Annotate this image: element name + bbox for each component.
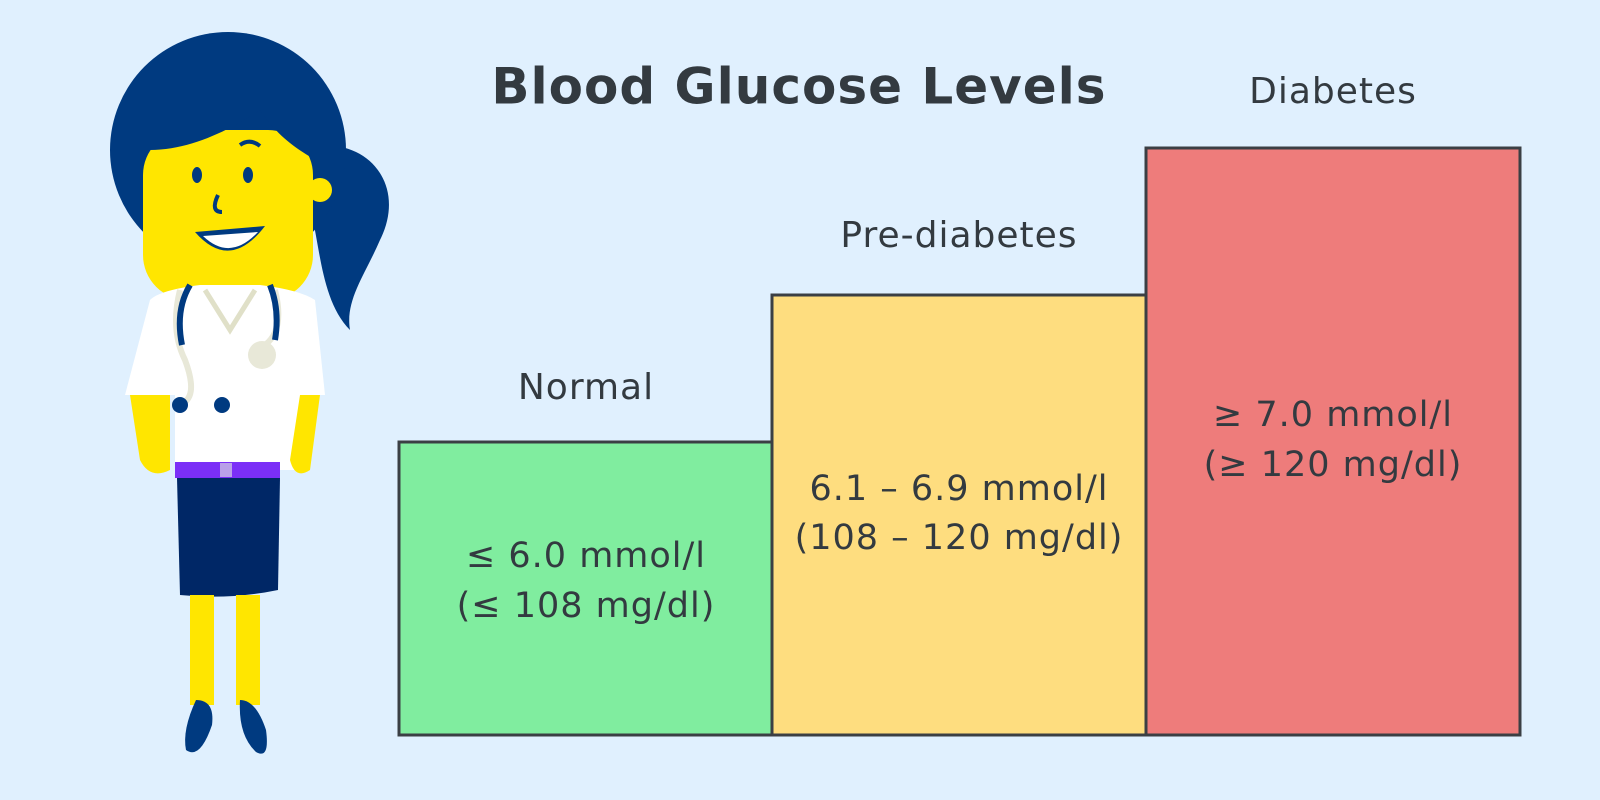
normal-box (397, 440, 774, 737)
diabetes-box (1144, 146, 1522, 737)
level-range: (≥ 120 mg/dl) (1204, 445, 1463, 485)
prediabetes-box (770, 293, 1148, 737)
level-range: ≥ 7.0 mmol/l (1213, 395, 1453, 435)
level-label: Pre-diabetes (840, 215, 1077, 256)
level-range: (108 – 120 mg/dl) (795, 518, 1124, 558)
level-label: Normal (518, 367, 654, 408)
level-range: (≤ 108 mg/dl) (457, 586, 716, 626)
doctor-illustration (110, 32, 389, 754)
level-range: ≤ 6.0 mmol/l (466, 536, 706, 576)
title: Blood Glucose Levels (491, 58, 1106, 116)
level-label: Diabetes (1249, 71, 1417, 112)
level-range: 6.1 – 6.9 mmol/l (809, 469, 1108, 509)
